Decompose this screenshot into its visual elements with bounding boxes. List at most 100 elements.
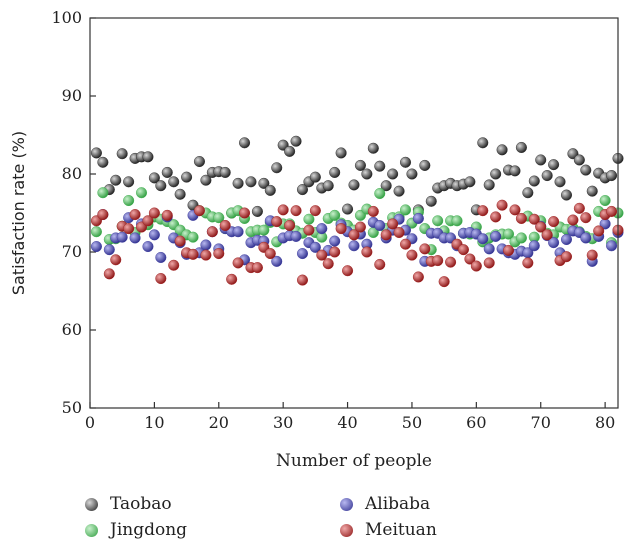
point-taobao [232,177,244,189]
point-jingdong [90,226,102,238]
point-meituan [573,202,585,214]
point-meituan [342,265,354,277]
point-alibaba [309,241,321,253]
plot-frame [89,17,619,409]
point-alibaba [148,229,160,241]
x-tick-label: 40 [337,413,357,432]
point-meituan [483,257,495,269]
point-taobao [271,162,283,174]
point-meituan [123,223,135,235]
legend-label: Alibaba [365,494,431,514]
point-taobao [477,137,489,149]
point-meituan [567,214,579,226]
point-taobao [97,156,109,168]
point-meituan [97,209,109,221]
data-points [90,135,624,288]
point-jingdong [123,195,135,207]
point-meituan [142,215,154,227]
point-taobao [393,185,405,197]
point-taobao [425,195,437,207]
point-meituan [496,199,508,211]
point-meituan [309,205,321,217]
point-meituan [290,205,302,217]
y-tick-label: 60 [62,320,82,339]
point-taobao [264,184,276,196]
point-meituan [354,221,366,233]
point-meituan [239,207,251,219]
point-meituan [161,209,173,221]
point-jingdong [329,209,341,221]
point-taobao [296,184,308,196]
point-meituan [213,248,225,260]
point-meituan [264,248,276,260]
point-meituan [387,218,399,230]
point-taobao [309,171,321,183]
point-taobao [490,168,502,180]
x-tick-label: 30 [273,413,293,432]
point-alibaba [580,232,592,244]
point-meituan [586,249,598,261]
point-taobao [284,145,296,157]
point-taobao [181,171,193,183]
point-alibaba [296,248,308,260]
legend-marker [340,523,353,537]
y-tick-label: 80 [62,164,82,183]
point-meituan [284,219,296,231]
point-taobao [168,176,180,188]
point-taobao [155,180,167,192]
point-meituan [580,212,592,224]
point-jingdong [213,212,225,224]
point-meituan [148,207,160,219]
point-meituan [374,258,386,270]
scatter-chart: 0 10 20 30 40 50 60 70 80 50 60 70 80 90 100 Satisfac… [9,8,624,471]
point-taobao [116,148,128,160]
point-taobao [335,147,347,159]
y-tick-label: 70 [62,242,82,261]
point-meituan [515,212,527,224]
point-meituan [251,262,263,274]
point-jingdong [374,187,386,199]
point-taobao [367,142,379,154]
point-meituan [303,224,315,236]
point-meituan [470,260,482,272]
y-tick-label: 50 [62,398,82,417]
x-tick-label: 70 [531,413,551,432]
point-taobao [535,154,547,166]
point-meituan [535,221,547,233]
point-alibaba [271,255,283,267]
x-tick-label: 60 [466,413,486,432]
point-meituan [316,249,328,261]
point-alibaba [348,240,360,252]
point-meituan [490,211,502,223]
point-taobao [322,180,334,192]
legend-item-jingdong: Jingdong [85,520,187,540]
point-taobao [419,159,431,171]
point-meituan [606,205,618,217]
point-taobao [548,159,560,171]
point-taobao [200,174,212,186]
point-meituan [271,216,283,228]
point-meituan [445,256,457,268]
point-meituan [522,257,534,269]
point-jingdong [136,187,148,199]
point-meituan [541,229,553,241]
point-meituan [406,249,418,261]
legend-item-taobao: Taobao [85,494,172,514]
point-meituan [277,204,289,216]
x-axis-label: Number of people [276,451,432,471]
point-meituan [232,257,244,269]
point-alibaba [129,232,141,244]
point-jingdong [187,231,199,243]
point-meituan [322,258,334,270]
x-tick-label: 80 [595,413,615,432]
legend-label: Jingdong [110,520,188,540]
point-meituan [528,213,540,225]
point-alibaba [316,223,328,235]
point-meituan [129,209,141,221]
point-meituan [367,205,379,217]
point-taobao [219,166,231,178]
point-meituan [219,219,231,231]
point-meituan [560,251,572,263]
point-alibaba [155,251,167,263]
point-taobao [193,156,205,168]
